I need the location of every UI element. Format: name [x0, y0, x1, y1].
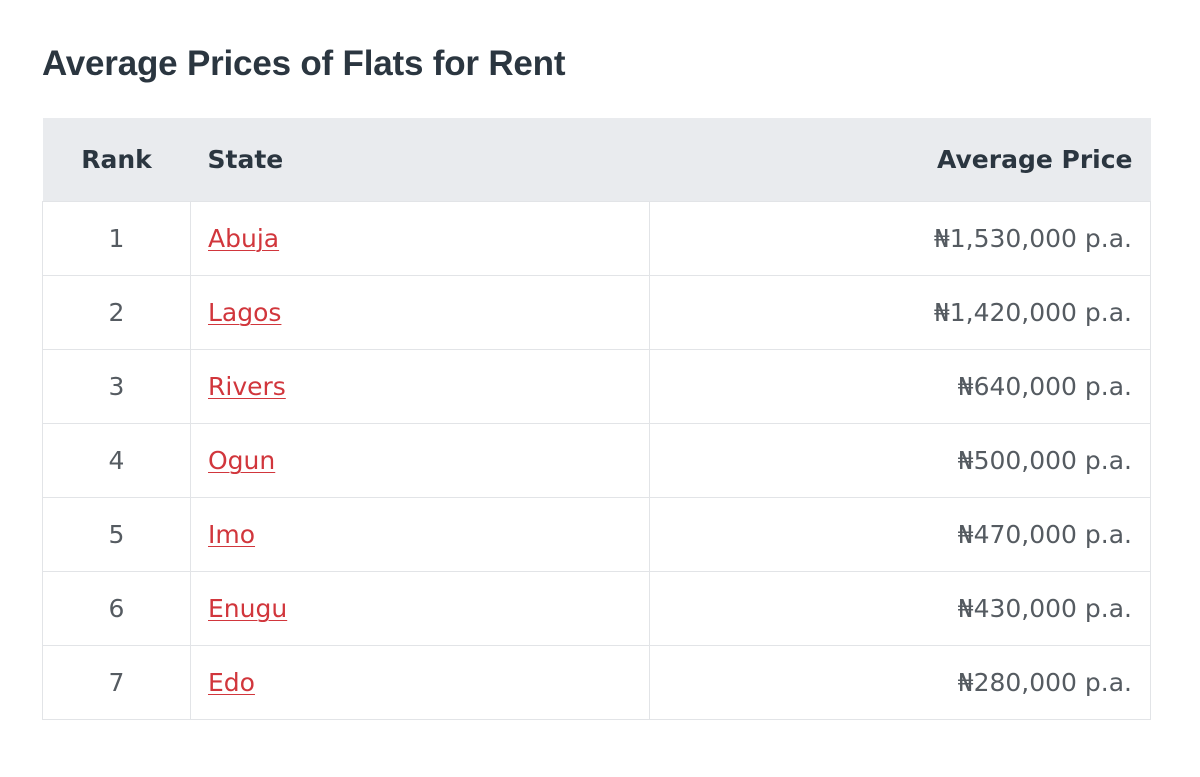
- rank-cell: 1: [42, 201, 191, 276]
- rank-cell: 4: [42, 423, 191, 498]
- state-link-rivers[interactable]: Rivers: [208, 372, 286, 401]
- rank-cell: 3: [42, 349, 191, 424]
- price-cell: ₦470,000 p.a.: [649, 497, 1151, 572]
- table-body: 1 Abuja ₦1,530,000 p.a. 2 Lagos ₦1,420,0…: [42, 201, 1151, 720]
- state-cell: Ogun: [190, 423, 650, 498]
- table-header: Rank State Average Price: [42, 118, 1151, 202]
- state-link-imo[interactable]: Imo: [208, 520, 256, 549]
- column-header-rank: Rank: [42, 118, 191, 202]
- table-row: 5 Imo ₦470,000 p.a.: [42, 497, 1151, 572]
- state-link-enugu[interactable]: Enugu: [208, 594, 288, 623]
- rank-cell: 5: [42, 497, 191, 572]
- column-header-average-price: Average Price: [649, 118, 1151, 202]
- price-cell: ₦1,530,000 p.a.: [649, 201, 1151, 276]
- rank-cell: 7: [42, 645, 191, 720]
- rank-cell: 2: [42, 275, 191, 350]
- state-cell: Enugu: [190, 571, 650, 646]
- state-link-edo[interactable]: Edo: [208, 668, 255, 697]
- price-cell: ₦280,000 p.a.: [649, 645, 1151, 720]
- state-cell: Lagos: [190, 275, 650, 350]
- table-row: 3 Rivers ₦640,000 p.a.: [42, 349, 1151, 424]
- table-row: 2 Lagos ₦1,420,000 p.a.: [42, 275, 1151, 350]
- column-header-state: State: [190, 118, 650, 202]
- price-cell: ₦500,000 p.a.: [649, 423, 1151, 498]
- price-cell: ₦1,420,000 p.a.: [649, 275, 1151, 350]
- state-cell: Edo: [190, 645, 650, 720]
- state-cell: Abuja: [190, 201, 650, 276]
- state-link-ogun[interactable]: Ogun: [208, 446, 276, 475]
- state-cell: Imo: [190, 497, 650, 572]
- price-cell: ₦640,000 p.a.: [649, 349, 1151, 424]
- rank-cell: 6: [42, 571, 191, 646]
- state-cell: Rivers: [190, 349, 650, 424]
- rent-prices-table: Rank State Average Price 1 Abuja ₦1,530,…: [42, 118, 1151, 720]
- table-row: 4 Ogun ₦500,000 p.a.: [42, 423, 1151, 498]
- state-link-lagos[interactable]: Lagos: [208, 298, 282, 327]
- price-cell: ₦430,000 p.a.: [649, 571, 1151, 646]
- table-row: 6 Enugu ₦430,000 p.a.: [42, 571, 1151, 646]
- state-link-abuja[interactable]: Abuja: [208, 224, 280, 253]
- table-title: Average Prices of Flats for Rent: [42, 44, 566, 83]
- table-row: 7 Edo ₦280,000 p.a.: [42, 645, 1151, 720]
- header-row: Rank State Average Price: [42, 118, 1151, 202]
- table-row: 1 Abuja ₦1,530,000 p.a.: [42, 201, 1151, 276]
